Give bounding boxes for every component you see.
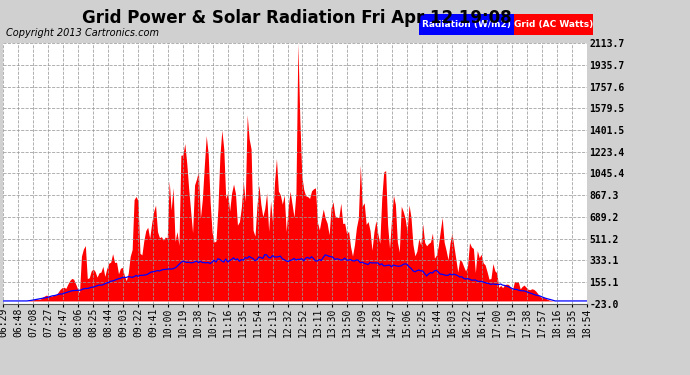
Text: Copyright 2013 Cartronics.com: Copyright 2013 Cartronics.com <box>6 28 159 38</box>
Text: Grid Power & Solar Radiation Fri Apr 12 19:08: Grid Power & Solar Radiation Fri Apr 12 … <box>82 9 511 27</box>
Text: Radiation (W/m2): Radiation (W/m2) <box>422 20 511 29</box>
Text: Grid (AC Watts): Grid (AC Watts) <box>514 20 593 29</box>
